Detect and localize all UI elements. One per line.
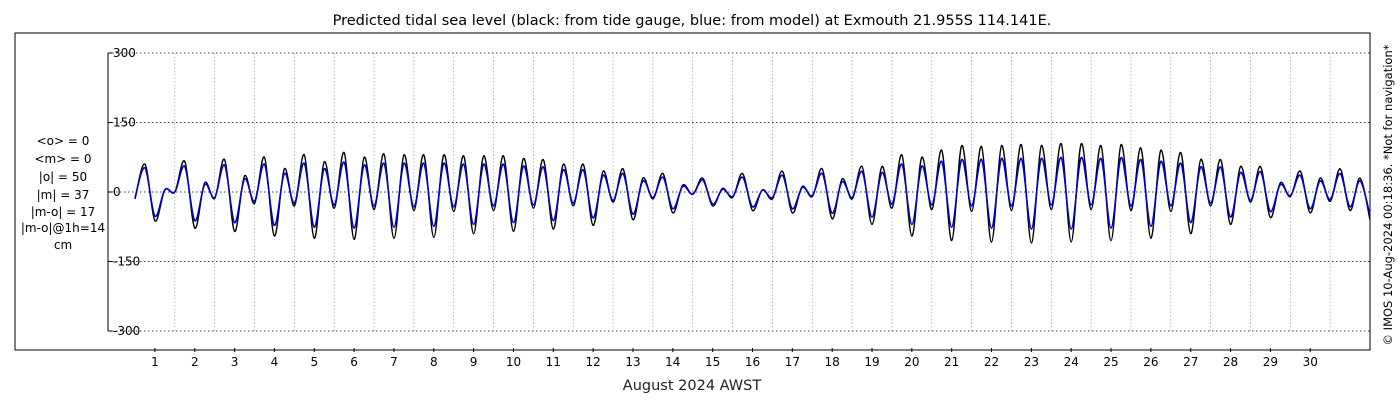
x-tick-label: 12	[586, 355, 601, 369]
x-tick-label: 18	[825, 355, 840, 369]
x-tick-label: 29	[1263, 355, 1278, 369]
x-tick-label: 24	[1064, 355, 1079, 369]
x-tick-label: 14	[665, 355, 680, 369]
x-tick-label: 27	[1183, 355, 1198, 369]
y-tick-label: -150	[113, 255, 140, 269]
grid	[108, 52, 1370, 332]
x-tick-label: 11	[546, 355, 561, 369]
stat-abs-obs: |o| = 50	[39, 170, 87, 184]
x-axis: 1 2 3 4 5 6 7 8 9 10 11 12 13 14 15 16 17 18 19 20 21 22 23 24 2…	[151, 348, 1318, 369]
stat-mean-obs: <o> = 0	[37, 134, 90, 148]
x-tick-label: 4	[271, 355, 279, 369]
x-tick-label: 28	[1223, 355, 1238, 369]
y-tick-label: -300	[113, 324, 140, 338]
x-tick-label: 25	[1103, 355, 1118, 369]
y-axis: 300 150 0 -150 -300	[107, 46, 140, 338]
x-tick-label: 30	[1303, 355, 1318, 369]
x-tick-label: 15	[705, 355, 720, 369]
x-axis-label: August 2024 AWST	[623, 378, 762, 394]
y-tick-label: 300	[113, 46, 136, 60]
series-group	[134, 143, 1371, 244]
y-tick-label: 150	[113, 116, 136, 130]
outer-frame	[14, 32, 1371, 351]
x-tick-label: 6	[350, 355, 358, 369]
stat-abs-model: |m| = 37	[37, 188, 90, 202]
x-tick-label: 9	[470, 355, 478, 369]
stat-mean-model: <m> = 0	[34, 152, 91, 166]
x-tick-label: 23	[1024, 355, 1039, 369]
stat-unit: cm	[54, 238, 72, 252]
x-tick-label: 20	[904, 355, 919, 369]
x-tick-label: 7	[390, 355, 398, 369]
stats-panel: <o> = 0 <m> = 0 |o| = 50 |m| = 37 |m-o| …	[21, 134, 105, 252]
x-tick-label: 19	[864, 355, 879, 369]
x-tick-label: 8	[430, 355, 438, 369]
model-line	[134, 156, 1371, 230]
copyright-note: © IMOS 10-Aug-2024 00:18:36. *Not for na…	[1381, 44, 1395, 345]
x-tick-label: 16	[745, 355, 760, 369]
x-tick-label: 10	[506, 355, 521, 369]
x-tick-label: 17	[785, 355, 800, 369]
x-tick-label: 3	[231, 355, 239, 369]
stat-abs-diff: |m-o| = 17	[31, 205, 96, 219]
x-tick-label: 2	[191, 355, 199, 369]
x-tick-label: 5	[310, 355, 318, 369]
x-tick-label: 22	[984, 355, 999, 369]
x-tick-label: 21	[944, 355, 959, 369]
y-tick-label: 0	[113, 185, 121, 199]
stat-abs-diff-1h: |m-o|@1h=14	[21, 221, 105, 235]
chart-title: Predicted tidal sea level (black: from t…	[333, 13, 1052, 29]
x-tick-label: 26	[1143, 355, 1158, 369]
x-tick-label: 13	[625, 355, 640, 369]
x-tick-label: 1	[151, 355, 159, 369]
